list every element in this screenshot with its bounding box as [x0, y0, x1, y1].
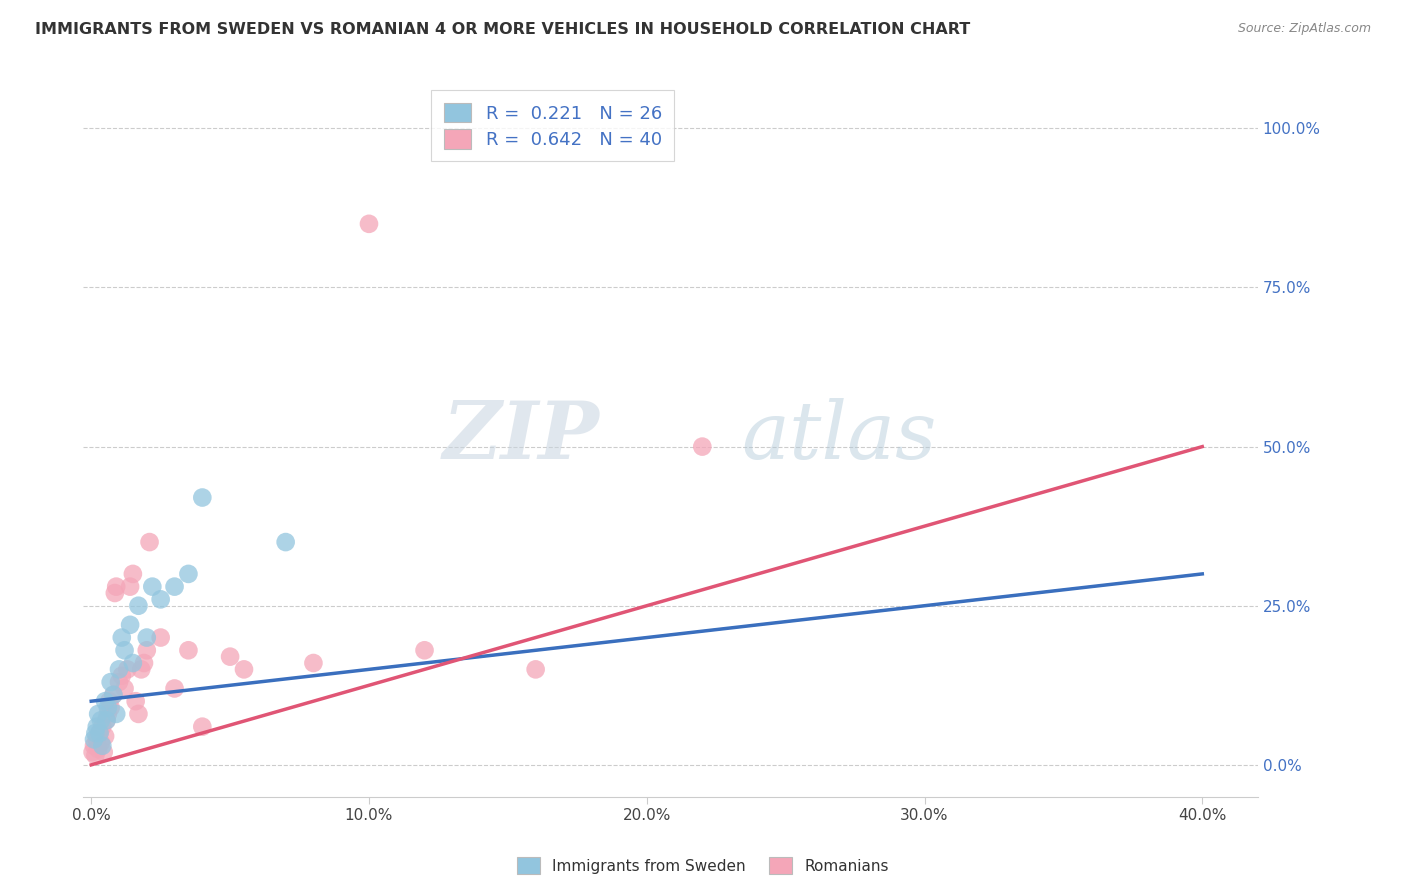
Point — [90, 735, 112, 749]
Point — [93, 745, 115, 759]
Point — [105, 706, 128, 721]
Point — [129, 662, 152, 676]
Point — [94, 729, 117, 743]
Point — [83, 739, 105, 753]
Point — [117, 662, 139, 676]
Point — [138, 535, 160, 549]
Point — [413, 643, 436, 657]
Text: IMMIGRANTS FROM SWEDEN VS ROMANIAN 4 OR MORE VEHICLES IN HOUSEHOLD CORRELATION C: IMMIGRANTS FROM SWEDEN VS ROMANIAN 4 OR … — [35, 22, 970, 37]
Point — [124, 694, 146, 708]
Point — [100, 700, 122, 714]
Point — [524, 662, 547, 676]
Point — [357, 217, 380, 231]
Point — [84, 748, 107, 763]
Point — [86, 720, 108, 734]
Point — [191, 720, 214, 734]
Text: ZIP: ZIP — [443, 399, 600, 475]
Point — [87, 742, 110, 756]
Point — [163, 681, 186, 696]
Point — [82, 745, 104, 759]
Point — [114, 681, 136, 696]
Point — [100, 675, 122, 690]
Point — [114, 643, 136, 657]
Point — [94, 694, 117, 708]
Point — [127, 706, 149, 721]
Point — [149, 631, 172, 645]
Legend: Immigrants from Sweden, Romanians: Immigrants from Sweden, Romanians — [512, 851, 894, 880]
Point — [135, 643, 157, 657]
Point — [108, 662, 131, 676]
Point — [132, 656, 155, 670]
Point — [89, 726, 111, 740]
Point — [103, 688, 125, 702]
Point — [141, 580, 163, 594]
Point — [84, 726, 107, 740]
Point — [83, 732, 105, 747]
Point — [89, 726, 111, 740]
Point — [111, 631, 134, 645]
Point — [97, 706, 120, 721]
Point — [120, 617, 142, 632]
Point — [191, 491, 214, 505]
Point — [177, 643, 200, 657]
Point — [274, 535, 297, 549]
Point — [111, 669, 134, 683]
Point — [91, 739, 114, 753]
Point — [163, 580, 186, 594]
Point — [97, 700, 120, 714]
Point — [177, 566, 200, 581]
Point — [302, 656, 325, 670]
Text: Source: ZipAtlas.com: Source: ZipAtlas.com — [1237, 22, 1371, 36]
Point — [86, 732, 108, 747]
Point — [127, 599, 149, 613]
Text: atlas: atlas — [741, 399, 936, 475]
Point — [108, 675, 131, 690]
Point — [96, 714, 118, 728]
Point — [120, 580, 142, 594]
Point — [90, 714, 112, 728]
Point — [98, 694, 121, 708]
Point — [135, 631, 157, 645]
Point — [103, 688, 125, 702]
Point — [233, 662, 256, 676]
Point — [104, 586, 127, 600]
Point — [149, 592, 172, 607]
Legend: R =  0.221   N = 26, R =  0.642   N = 40: R = 0.221 N = 26, R = 0.642 N = 40 — [432, 90, 675, 161]
Point — [96, 714, 118, 728]
Point — [105, 580, 128, 594]
Point — [692, 440, 714, 454]
Point — [87, 706, 110, 721]
Point — [219, 649, 242, 664]
Point — [122, 656, 145, 670]
Point — [122, 566, 145, 581]
Point — [91, 720, 114, 734]
